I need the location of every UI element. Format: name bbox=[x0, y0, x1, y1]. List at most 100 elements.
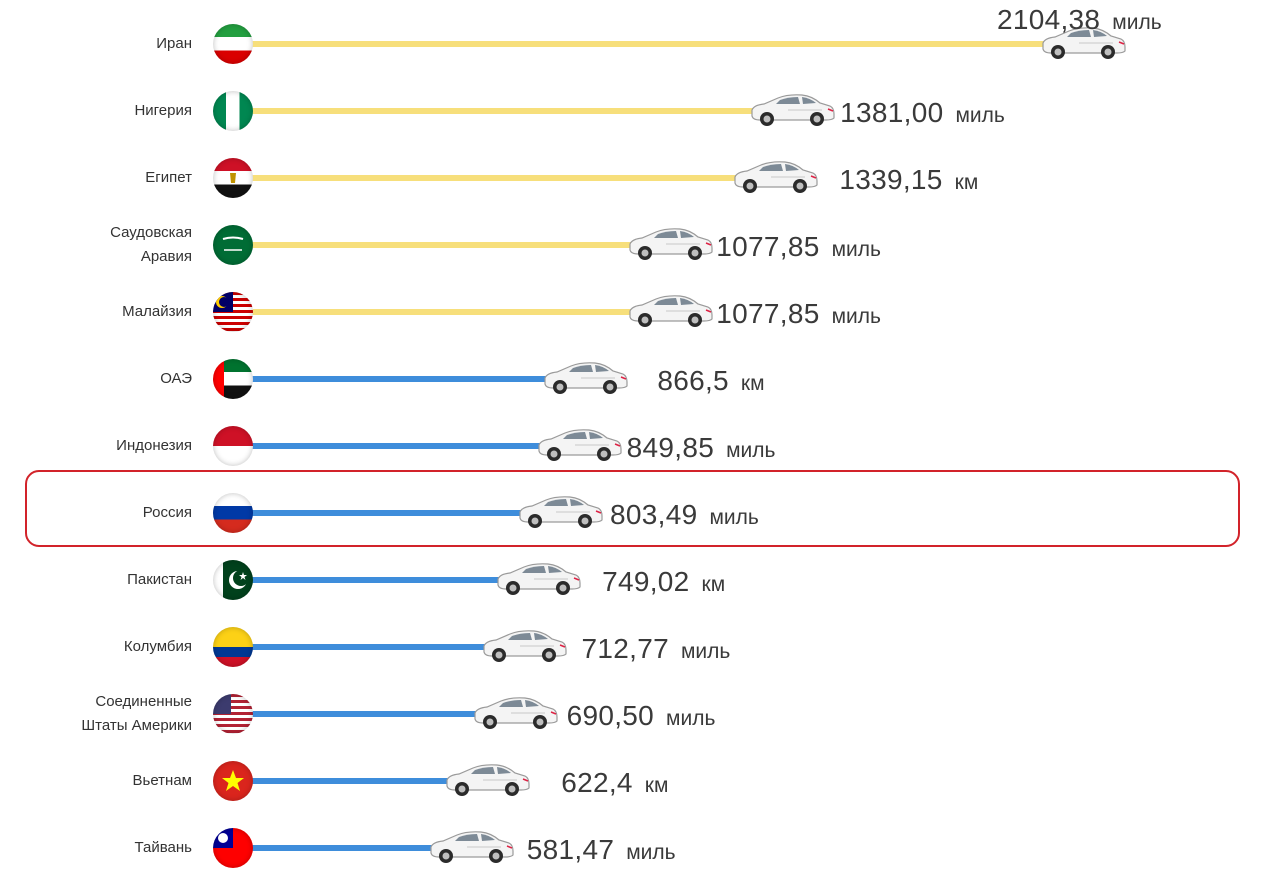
country-flag-icon bbox=[213, 694, 253, 734]
value-label: 803,49 миль bbox=[610, 499, 759, 531]
crescent-icon bbox=[229, 570, 249, 589]
category-label: Соединенные Штаты Америки bbox=[81, 693, 192, 734]
value-number: 581,47 bbox=[526, 834, 615, 865]
value-label: 712,77 миль bbox=[582, 633, 731, 665]
value-unit: км bbox=[740, 372, 765, 395]
country-flag-icon bbox=[213, 493, 253, 533]
star-icon bbox=[222, 770, 244, 791]
value-bar bbox=[240, 175, 765, 181]
car-icon bbox=[425, 827, 515, 865]
value-bar bbox=[240, 376, 575, 382]
country-flag-icon bbox=[213, 627, 253, 667]
car-icon bbox=[746, 90, 836, 128]
sword-icon bbox=[222, 236, 244, 251]
value-label: 2104,38 миль bbox=[997, 4, 1162, 36]
car-icon bbox=[478, 626, 568, 664]
chart-row: ОАЭ 866,5 км bbox=[0, 0, 1269, 399]
sun-icon bbox=[218, 833, 228, 843]
country-flag-icon bbox=[213, 24, 253, 64]
country-flag-icon bbox=[213, 828, 253, 868]
value-label: 1339,15 км bbox=[839, 164, 978, 196]
category-label: Тайвань bbox=[134, 839, 192, 856]
value-unit: миль bbox=[666, 707, 716, 730]
value-label: 1381,00 миль bbox=[840, 97, 1005, 129]
value-label: 690,50 миль bbox=[567, 700, 716, 732]
category-label: Саудовская Аравия bbox=[110, 224, 192, 265]
country-flag-icon bbox=[213, 560, 253, 600]
value-bar bbox=[240, 309, 660, 315]
value-label: 749,02 км bbox=[602, 566, 725, 598]
car-icon bbox=[624, 291, 714, 329]
chart-row: Египет 1339,15 км bbox=[0, 0, 1269, 198]
value-unit: км bbox=[644, 774, 669, 797]
eagle-icon bbox=[230, 173, 236, 183]
value-number: 1381,00 bbox=[840, 97, 944, 128]
crescent-icon bbox=[216, 296, 229, 308]
car-icon bbox=[469, 693, 559, 731]
car-icon bbox=[624, 224, 714, 262]
value-number: 749,02 bbox=[602, 566, 690, 597]
value-unit: км bbox=[954, 171, 979, 194]
country-flag-icon bbox=[213, 761, 253, 801]
car-icon bbox=[1037, 23, 1127, 61]
value-number: 2104,38 bbox=[996, 4, 1101, 35]
car-icon bbox=[729, 157, 819, 195]
value-label: 1077,85 миль bbox=[716, 298, 881, 330]
value-label: 866,5 км bbox=[657, 365, 764, 397]
value-unit: миль bbox=[726, 439, 776, 462]
country-flag-icon bbox=[213, 158, 253, 198]
value-unit: миль bbox=[680, 640, 731, 663]
value-number: 849,85 bbox=[626, 432, 715, 463]
value-bar bbox=[240, 711, 504, 717]
value-bar bbox=[240, 41, 1072, 47]
value-number: 1077,85 bbox=[716, 298, 820, 329]
category-label: ОАЭ bbox=[160, 370, 192, 387]
chart-row: Индонезия 849,85 миль bbox=[0, 0, 1269, 466]
value-bar bbox=[240, 510, 549, 516]
value-unit: миль bbox=[955, 104, 1005, 127]
chart-row: Вьетнам 622,4 км bbox=[0, 0, 1269, 801]
category-label: Нигерия bbox=[134, 102, 192, 119]
value-bar bbox=[240, 242, 660, 248]
value-label: 1077,85 миль bbox=[716, 231, 881, 263]
country-flag-icon bbox=[213, 225, 253, 265]
country-flag-icon bbox=[213, 359, 253, 399]
value-unit: миль bbox=[831, 238, 881, 261]
value-number: 712,77 bbox=[581, 633, 669, 664]
category-label: Россия bbox=[142, 504, 192, 521]
value-number: 1339,15 bbox=[839, 164, 943, 195]
value-bar bbox=[240, 108, 782, 114]
value-number: 1077,85 bbox=[716, 231, 820, 262]
value-number: 803,49 bbox=[610, 499, 698, 530]
value-bar bbox=[240, 845, 460, 851]
value-bar bbox=[240, 577, 528, 583]
chart-row: Пакистан 749,02 км bbox=[0, 0, 1269, 600]
category-label: Колумбия bbox=[123, 638, 192, 655]
value-unit: миль bbox=[831, 305, 881, 328]
chart-row: Иран 2104,38 миль bbox=[0, 0, 1269, 67]
russia-highlight-frame bbox=[25, 470, 1240, 547]
value-number: 690,50 bbox=[566, 700, 655, 731]
chart-row: Малайзия 1077,85 миль bbox=[0, 0, 1269, 332]
country-flag-icon bbox=[213, 91, 253, 131]
car-icon bbox=[533, 425, 623, 463]
chart-row: Нигерия 1381,00 миль bbox=[0, 0, 1269, 131]
value-unit: км bbox=[701, 573, 726, 596]
country-flag-icon bbox=[213, 292, 253, 332]
chart-row: Соединенные Штаты Америки 690,50 миль bbox=[0, 0, 1269, 734]
car-icon bbox=[514, 492, 604, 530]
value-label: 581,47 миль bbox=[527, 834, 676, 866]
value-number: 866,5 bbox=[657, 365, 729, 396]
value-label: 622,4 км bbox=[561, 767, 668, 799]
category-label: Иран bbox=[156, 35, 192, 52]
value-bar bbox=[240, 443, 568, 449]
category-label: Вьетнам bbox=[132, 772, 192, 789]
category-label: Малайзия bbox=[122, 303, 192, 320]
chart-row: Россия 803,49 миль bbox=[0, 0, 1269, 533]
car-icon bbox=[441, 760, 531, 798]
value-bar bbox=[240, 778, 477, 784]
value-bar bbox=[240, 644, 513, 650]
value-unit: миль bbox=[709, 506, 759, 529]
